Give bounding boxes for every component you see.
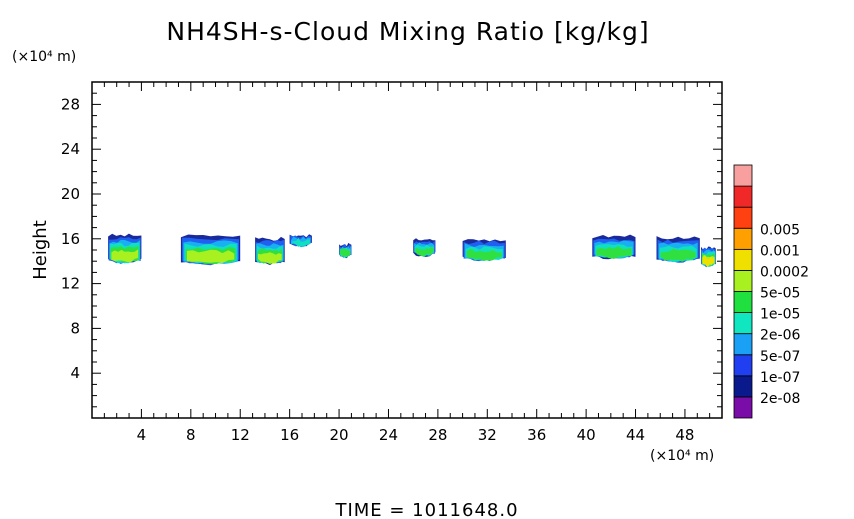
colorbar-label: 0.0002 [760,264,809,280]
cloud-contour [186,249,235,264]
x-unit-label: (×10⁴ m) [650,448,714,464]
colorbar-swatch [733,396,753,419]
colorbar-swatch [733,333,753,356]
x-tick-label: 12 [231,426,250,444]
colorbar-swatch [733,354,753,377]
x-tick-label: 28 [428,426,447,444]
colorbar-label: 5e-07 [760,349,800,365]
cloud-blob [339,242,352,259]
x-tick-label: 40 [577,426,596,444]
cloud-blob [413,238,436,258]
x-tick-label: 4 [137,426,147,444]
colorbar-label: 0.001 [760,243,800,259]
colorbar-label: 2e-08 [760,391,800,407]
y-tick-label: 4 [70,364,80,382]
colorbar-swatch [733,227,753,250]
colorbar-swatch [733,312,753,335]
cloud-contour [660,248,696,262]
cloud-contour [258,252,282,264]
y-tick-label: 28 [61,95,80,113]
cloud-blob [656,236,700,263]
cloud-blob [592,234,636,260]
cloud-blob [180,234,241,266]
axis-ticks [92,82,722,418]
y-tick-label: 8 [70,319,80,337]
chart-title: NH4SH-s-Cloud Mixing Ratio [kg/kg] [166,17,649,46]
colorbar-label: 0.005 [760,222,800,238]
cloud-contour [291,237,310,247]
cloud-field [108,233,716,268]
y-axis-label: Height [30,220,51,280]
x-tick-label: 20 [330,426,349,444]
y-tick-label: 24 [61,140,80,158]
colorbar-swatch [733,270,753,292]
cloud-contour [415,246,434,257]
cloud-blob [701,246,716,268]
cloud-blob [289,234,312,248]
cloud-contour [340,248,351,257]
cloud-blob [462,239,506,262]
colorbar-swatch [733,164,753,187]
x-tick-label: 48 [675,426,694,444]
colorbar-label: 5e-05 [760,286,800,302]
y-unit-label: (×10⁴ m) [12,49,76,65]
colorbar: 2e-08 1e-07 5e-07 2e-06 1e-05 5e-05 0.0002 0.00… [733,164,809,419]
cloud-contour [596,246,632,259]
x-tick-label: 44 [626,426,645,444]
time-footer: TIME = 1011648.0 [334,500,518,519]
x-tick-label: 16 [280,426,299,444]
x-tick-label: 32 [478,426,497,444]
cloud-contour [466,248,502,261]
colorbar-label: 2e-06 [760,328,800,344]
y-tick-label: 12 [61,275,80,293]
colorbar-label: 1e-07 [760,370,800,386]
x-tick-label: 36 [527,426,546,444]
colorbar-swatch [733,375,753,398]
cloud-blob [255,236,285,266]
colorbar-swatch [733,248,753,271]
y-tick-label: 20 [61,185,80,203]
cloud-contour [111,249,139,263]
x-tick-label: 24 [379,426,398,444]
colorbar-label: 1e-05 [760,307,800,323]
cloud-blob [108,233,142,264]
colorbar-swatch [733,291,753,313]
cloud-contour [702,256,715,267]
colorbar-swatch [733,185,753,208]
colorbar-swatch [733,206,753,229]
x-tick-label: 8 [186,426,196,444]
y-tick-label: 16 [61,230,80,248]
